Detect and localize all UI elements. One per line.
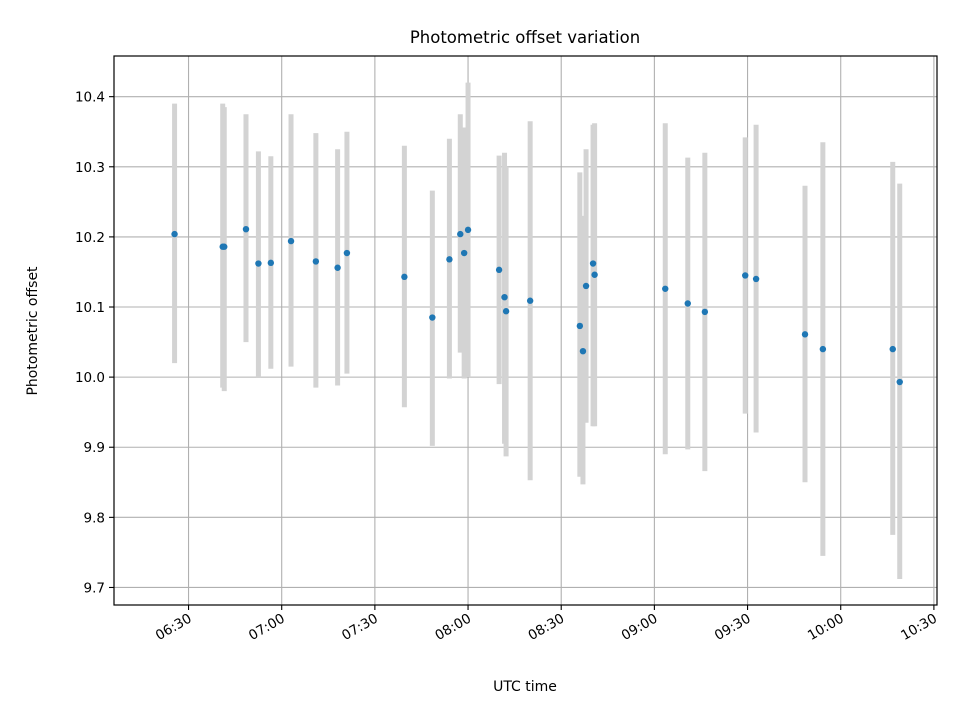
y-tick-label: 10.0 bbox=[75, 370, 105, 386]
data-point bbox=[221, 243, 228, 250]
data-point bbox=[752, 275, 760, 283]
data-point bbox=[742, 272, 749, 279]
data-point bbox=[801, 331, 809, 338]
data-point bbox=[684, 300, 691, 307]
data-point bbox=[501, 293, 508, 301]
data-point bbox=[171, 230, 178, 238]
data-point bbox=[495, 266, 503, 274]
data-point bbox=[287, 237, 295, 245]
data-point bbox=[889, 345, 896, 353]
chart-title: Photometric offset variation bbox=[410, 28, 640, 47]
data-point bbox=[457, 230, 464, 238]
data-point bbox=[464, 226, 472, 234]
y-tick-label: 10.1 bbox=[75, 300, 105, 316]
y-tick-label: 10.2 bbox=[75, 230, 105, 246]
data-point bbox=[819, 345, 827, 353]
data-point bbox=[662, 285, 669, 292]
data-point bbox=[267, 259, 275, 267]
data-point bbox=[576, 322, 584, 330]
y-tick-label: 10.3 bbox=[75, 160, 105, 176]
data-point bbox=[460, 249, 468, 257]
data-point bbox=[582, 282, 590, 290]
data-point bbox=[401, 273, 408, 281]
data-point bbox=[526, 297, 534, 304]
y-tick-label: 10.4 bbox=[75, 90, 105, 106]
data-point bbox=[446, 256, 453, 263]
data-point bbox=[429, 314, 436, 321]
x-axis-label: UTC time bbox=[493, 679, 557, 695]
data-point bbox=[502, 308, 510, 315]
data-point bbox=[343, 249, 351, 257]
y-tick-label: 9.8 bbox=[84, 510, 105, 526]
plot-frame bbox=[113, 55, 938, 606]
data-point bbox=[242, 225, 250, 233]
y-axis-label: Photometric offset bbox=[25, 266, 41, 396]
data-point bbox=[896, 378, 903, 386]
data-points bbox=[171, 225, 903, 386]
data-point bbox=[312, 258, 320, 265]
data-point bbox=[591, 271, 598, 278]
data-point bbox=[589, 260, 597, 267]
y-axis-ticks: 9.7 9.8 9.9 10.0 10.1 10.2 10.3 10.4 bbox=[75, 90, 114, 596]
data-point bbox=[334, 264, 341, 271]
data-point bbox=[579, 347, 587, 355]
y-tick-label: 9.9 bbox=[84, 440, 105, 456]
data-point bbox=[701, 308, 709, 316]
y-tick-label: 9.7 bbox=[84, 580, 105, 596]
grid bbox=[114, 56, 937, 605]
data-point bbox=[255, 260, 262, 267]
